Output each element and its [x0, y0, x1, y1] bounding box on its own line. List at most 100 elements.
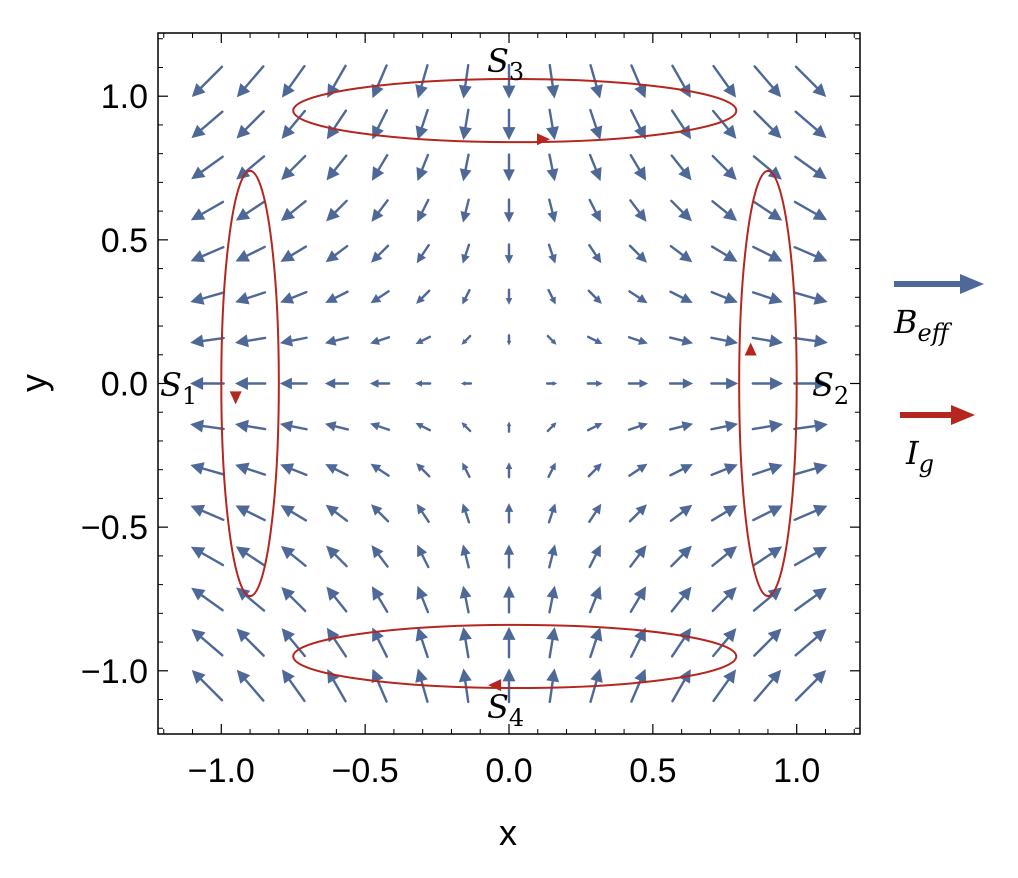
legend-ig-label: Ig [905, 434, 934, 478]
field-arrow [670, 627, 692, 658]
field-arrow [753, 65, 782, 98]
field-arrow [753, 628, 782, 657]
field-arrow [371, 199, 389, 222]
field-arrow [793, 334, 828, 348]
field-arrow [627, 422, 648, 431]
loop-s3: S3 [292, 42, 738, 146]
field-arrow [502, 668, 516, 704]
y-axis-label: y [13, 374, 54, 392]
field-arrow [416, 503, 430, 523]
field-arrow [190, 462, 225, 476]
field-arrow [281, 109, 307, 139]
field-arrow [630, 668, 647, 703]
field-arrow [628, 504, 647, 523]
field-arrow [280, 463, 308, 477]
field-arrow [588, 585, 602, 614]
field-arrow [459, 585, 472, 614]
field-arrow [753, 669, 782, 702]
field-arrow [461, 422, 472, 433]
field-arrow [794, 155, 827, 180]
field-arrow [502, 108, 516, 141]
field-arrow [417, 198, 430, 223]
field-arrow [235, 245, 266, 262]
loop-direction-arrow [488, 679, 502, 692]
field-arrow [190, 334, 225, 348]
legend-beff-arrowhead [960, 274, 984, 294]
legend-item-ig: Ig [900, 405, 975, 478]
field-arrow [751, 334, 784, 348]
field-arrow [710, 505, 738, 522]
field-arrow [235, 546, 266, 567]
field-arrow [629, 627, 646, 658]
field-arrow [459, 108, 472, 141]
loop-label: S4 [487, 688, 524, 732]
field-arrow [545, 381, 558, 386]
field-arrow [588, 503, 602, 523]
field-arrow [280, 290, 308, 304]
field-arrow [416, 585, 430, 614]
field-arrow [670, 586, 692, 613]
field-arrow [547, 544, 558, 569]
field-arrow [371, 545, 389, 568]
field-arrow [190, 291, 225, 305]
field-arrow [710, 334, 739, 347]
field-arrow [191, 110, 224, 139]
tick-labels: −1.0 −0.5 0.0 0.5 1.0 −1.0 −0.5 0.0 0.5 1.0 [81, 33, 860, 790]
x-tick-label: −0.5 [332, 752, 399, 790]
field-arrow [326, 627, 348, 658]
loop-direction-arrow [229, 391, 242, 405]
loop-label: S2 [812, 366, 849, 410]
field-arrow [234, 419, 267, 433]
field-arrow [751, 377, 784, 390]
field-arrow [415, 627, 429, 659]
field-arrow [236, 587, 266, 612]
field-arrow [325, 504, 349, 523]
field-arrow [370, 336, 391, 345]
field-arrow [793, 246, 828, 263]
field-arrow [670, 199, 692, 222]
field-arrow [326, 545, 348, 568]
field-arrow [191, 65, 224, 97]
field-arrow [324, 421, 350, 432]
loop-ellipse [738, 169, 798, 598]
field-arrow [587, 463, 602, 478]
field-arrow [504, 243, 514, 264]
field-arrow [190, 546, 225, 567]
field-arrow [502, 63, 516, 99]
field-arrow [589, 64, 603, 99]
field-arrow [236, 110, 265, 139]
field-arrow [671, 64, 691, 98]
field-arrow [370, 290, 390, 304]
loop-label: S1 [160, 366, 197, 410]
field-arrow [326, 586, 348, 613]
field-arrow [505, 288, 513, 305]
field-arrow [793, 462, 828, 476]
loop-direction-arrow [744, 342, 757, 356]
field-arrow [546, 626, 559, 659]
loop-ellipse [292, 77, 738, 144]
field-arrow [415, 423, 432, 432]
field-arrow [371, 586, 389, 613]
field-arrow [280, 545, 307, 567]
field-arrow [417, 544, 430, 569]
field-arrow [416, 463, 431, 478]
field-arrow [752, 155, 782, 180]
field-arrow [416, 244, 430, 264]
field-arrow [710, 245, 738, 262]
field-arrow [589, 627, 603, 659]
field-arrow [793, 546, 828, 567]
field-arrow [794, 110, 827, 139]
field-arrow [236, 155, 266, 180]
field-arrow [371, 154, 389, 181]
field-arrow [793, 377, 828, 390]
field-arrow [236, 628, 265, 657]
field-arrow [588, 153, 602, 182]
field-arrow [588, 198, 601, 223]
field-arrow [280, 200, 307, 222]
field-arrow [190, 377, 225, 390]
field-arrow [710, 463, 738, 477]
field-arrow [502, 626, 516, 659]
field-arrow [191, 587, 224, 612]
loop-s2: S2 [738, 169, 849, 598]
